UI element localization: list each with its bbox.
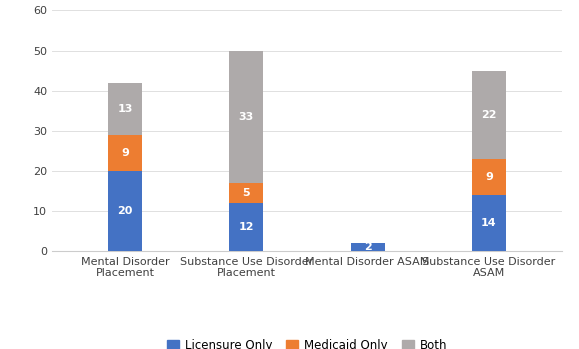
Text: 13: 13 [117, 104, 133, 114]
Bar [472, 195, 506, 251]
Bar [108, 83, 142, 135]
Bar [108, 135, 142, 171]
Bar [229, 51, 263, 183]
Bar [350, 243, 384, 251]
Legend: Licensure Only, Medicaid Only, Both: Licensure Only, Medicaid Only, Both [162, 334, 452, 349]
Bar [229, 203, 263, 251]
Text: 9: 9 [485, 172, 493, 182]
Text: 12: 12 [239, 222, 254, 232]
Text: 20: 20 [117, 206, 133, 216]
Bar [472, 159, 506, 195]
Text: 2: 2 [364, 242, 371, 252]
Text: 33: 33 [239, 112, 254, 122]
Text: 5: 5 [243, 188, 250, 198]
Bar [472, 70, 506, 159]
Text: 22: 22 [481, 110, 497, 120]
Bar [229, 183, 263, 203]
Bar [108, 171, 142, 251]
Text: 14: 14 [481, 218, 497, 228]
Text: 9: 9 [121, 148, 129, 158]
